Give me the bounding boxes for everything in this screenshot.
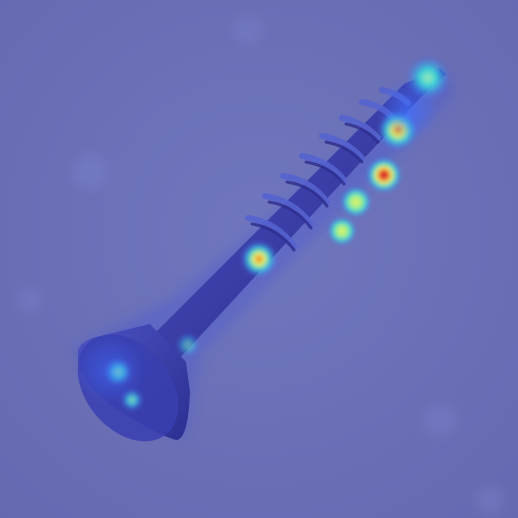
heat-spot-thread-3 <box>341 187 371 217</box>
heat-spot-shaft <box>241 241 277 277</box>
heat-spot-thread-2 <box>366 157 402 193</box>
heat-glow-head <box>75 335 145 405</box>
screw-thread-shadows <box>250 122 380 252</box>
background-noise <box>18 16 504 514</box>
heat-spots <box>75 56 450 411</box>
heat-spot-shaft-low <box>176 333 200 357</box>
heat-spot-thread-4 <box>328 217 356 245</box>
heat-glow-tip <box>378 80 438 140</box>
